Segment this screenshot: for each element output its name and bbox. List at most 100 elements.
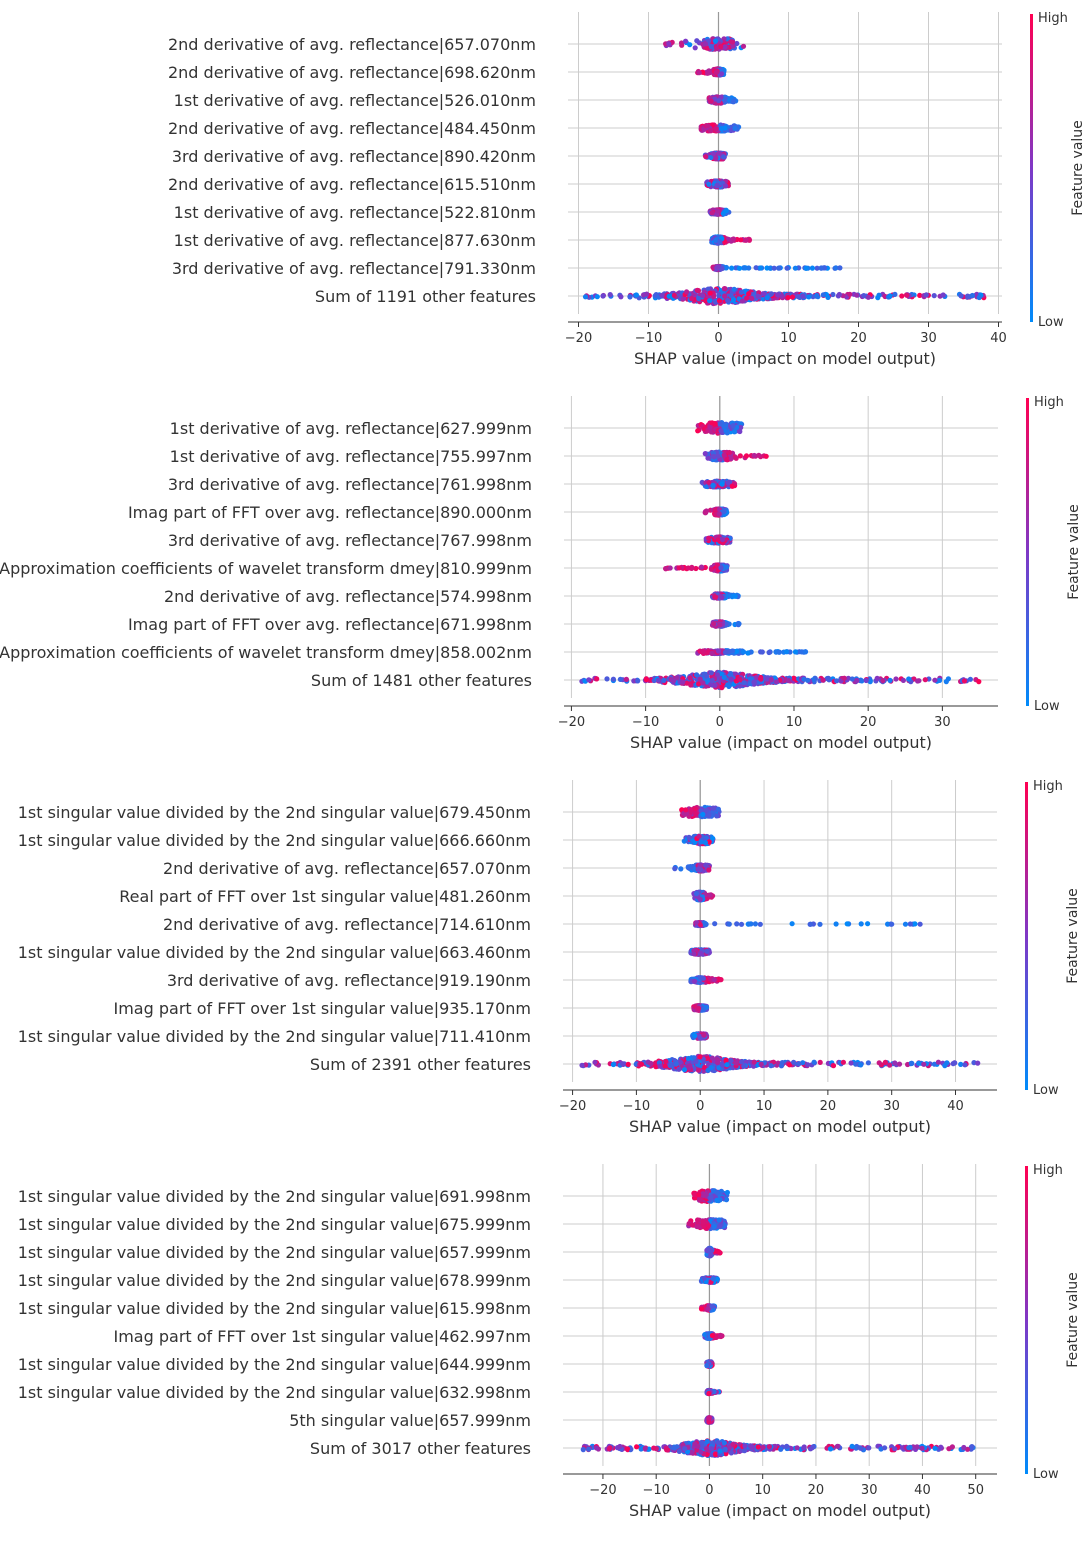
shap-point	[728, 39, 733, 44]
shap-point	[661, 678, 666, 683]
shap-point	[819, 265, 824, 270]
shap-point	[694, 38, 699, 43]
shap-point	[720, 482, 725, 487]
shap-point	[703, 510, 708, 515]
shap-point	[698, 922, 703, 927]
shap-point	[719, 71, 724, 76]
shap-point	[686, 864, 691, 869]
x-tick-label: −10	[623, 1099, 650, 1114]
shap-point	[707, 69, 712, 74]
shap-point	[806, 294, 811, 299]
shap-point	[728, 293, 733, 298]
shap-point	[893, 676, 898, 681]
shap-point	[718, 565, 723, 570]
shap-point	[730, 484, 735, 489]
shap-point	[701, 976, 706, 981]
shap-point	[737, 266, 742, 271]
shap-point	[842, 676, 847, 681]
shap-point	[721, 154, 726, 159]
feature-label: Sum of 1191 other features	[315, 287, 536, 306]
shap-point	[708, 291, 713, 296]
shap-point	[808, 922, 813, 927]
shap-point	[752, 453, 757, 458]
shap-point	[717, 622, 722, 627]
shap-point	[875, 676, 880, 681]
shap-point	[731, 593, 736, 598]
shap-point	[711, 483, 716, 488]
shap-point	[800, 294, 805, 299]
shap-point	[703, 840, 708, 845]
shap-point	[810, 266, 815, 271]
shap-point	[847, 292, 852, 297]
shap-point	[672, 866, 677, 871]
shap-point	[714, 126, 719, 131]
shap-point	[845, 921, 850, 926]
shap-point	[704, 949, 709, 954]
shap-point	[723, 650, 728, 655]
x-tick-label: 10	[756, 1099, 773, 1114]
shap-point	[736, 621, 741, 626]
shap-point	[725, 298, 730, 303]
shap-point	[706, 536, 711, 541]
shap-point	[722, 509, 727, 514]
shap-point	[710, 678, 715, 683]
shap-point	[732, 126, 737, 131]
shap-point	[850, 676, 855, 681]
shap-point	[712, 921, 717, 926]
shap-point	[756, 294, 761, 299]
x-tick-label: 40	[947, 1099, 964, 1114]
shap-point	[892, 292, 897, 297]
shap-point	[854, 293, 859, 298]
x-tick-label: 20	[850, 331, 867, 346]
shap-point	[717, 298, 722, 303]
shap-point	[889, 922, 894, 927]
shap-point	[887, 678, 892, 683]
x-tick-label: 0	[696, 1099, 704, 1114]
shap-point	[706, 867, 711, 872]
shap-point	[696, 681, 701, 686]
shap-point	[634, 292, 639, 297]
feature-label: 2nd derivative of avg. reflectance|615.5…	[168, 175, 536, 194]
shap-point	[888, 293, 893, 298]
shap-point	[901, 678, 906, 683]
shap-point	[707, 893, 712, 898]
x-tick-label: 10	[780, 331, 797, 346]
shap-point	[740, 298, 745, 303]
shap-point	[686, 565, 691, 570]
shap-point	[715, 453, 720, 458]
shap-point	[744, 296, 749, 301]
feature-label: Approximation coefficients of wavelet tr…	[0, 559, 532, 578]
shap-point	[618, 294, 623, 299]
shap-point	[684, 289, 689, 294]
shap-point	[760, 649, 765, 654]
shap-point	[624, 677, 629, 682]
shap-point	[866, 295, 871, 300]
shap-point	[689, 296, 694, 301]
shap-point	[738, 237, 743, 242]
shap-point	[912, 921, 917, 926]
shap-point	[703, 154, 708, 159]
shap-point	[707, 298, 712, 303]
shap-point	[730, 648, 735, 653]
feature-label: 2nd derivative of avg. reflectance|698.6…	[168, 63, 536, 82]
shap-point	[709, 210, 714, 215]
shap-point	[908, 921, 913, 926]
shap-point	[716, 648, 721, 653]
shap-point	[834, 921, 839, 926]
shap-point	[741, 649, 746, 654]
shap-point	[751, 680, 756, 685]
shap-point	[701, 649, 706, 654]
x-tick-label: 30	[920, 331, 937, 346]
shap-point	[804, 266, 809, 271]
shap-point	[729, 266, 734, 271]
shap-point	[718, 594, 723, 599]
shap-point	[595, 294, 600, 299]
colorbar-high-label: High	[1038, 11, 1068, 26]
shap-point	[803, 649, 808, 654]
shap-point	[722, 293, 727, 298]
shap-point	[656, 678, 661, 683]
feature-label: Imag part of FFT over avg. reflectance|8…	[128, 503, 532, 522]
shap-point	[705, 123, 710, 128]
shap-point	[801, 677, 806, 682]
